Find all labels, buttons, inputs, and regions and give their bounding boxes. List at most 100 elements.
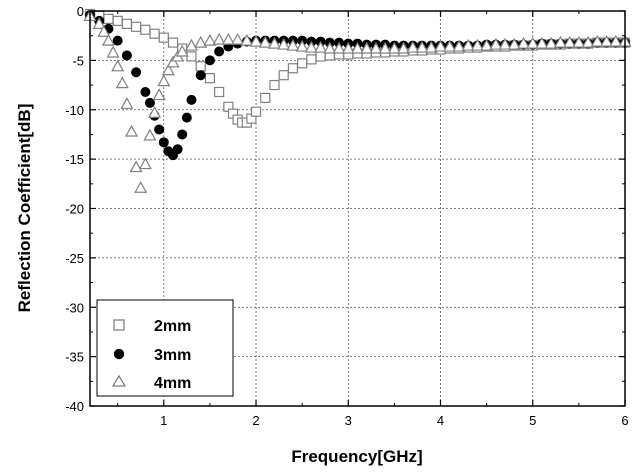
data-point-4mm (249, 34, 263, 47)
y-tick-label: -5 (72, 53, 84, 68)
data-point-4mm (148, 105, 162, 118)
data-point-4mm (138, 157, 152, 170)
data-point-4mm (507, 37, 521, 50)
open-triangle-icon (111, 374, 127, 387)
data-point-4mm (480, 38, 494, 51)
data-point-4mm (129, 160, 143, 173)
data-point-4mm (387, 41, 401, 54)
data-point-3mm (144, 97, 155, 108)
data-point-4mm (295, 39, 309, 52)
data-point-2mm (297, 58, 308, 69)
data-point-2mm (306, 54, 317, 65)
data-point-4mm (378, 41, 392, 54)
data-point-4mm (221, 32, 235, 45)
data-point-3mm (154, 124, 165, 135)
x-axis-title: Frequency[GHz] (291, 447, 422, 466)
data-point-4mm (434, 39, 448, 52)
x-tick-label: 3 (345, 413, 352, 428)
data-point-3mm (158, 137, 169, 148)
legend-label-3mm: 3mm (154, 347, 191, 364)
data-point-3mm (131, 67, 142, 78)
y-tick-label: -25 (65, 251, 84, 266)
axis-ticks (90, 10, 626, 407)
data-point-4mm (590, 34, 604, 47)
data-point-3mm (177, 129, 188, 140)
data-point-4mm (314, 40, 328, 53)
data-point-4mm (106, 45, 120, 58)
data-point-4mm (304, 40, 318, 53)
data-point-4mm (526, 36, 540, 49)
y-tick-label: -35 (65, 350, 84, 365)
data-point-4mm (544, 36, 558, 49)
data-point-4mm (360, 41, 374, 54)
y-axis-title: Reflection Coefficient[dB] (15, 104, 34, 313)
data-point-2mm (204, 73, 216, 84)
legend-item-2mm: 2mm (113, 318, 191, 335)
data-point-2mm (112, 15, 123, 26)
data-point-2mm (269, 79, 280, 91)
data-point-2mm (278, 70, 289, 81)
data-point-4mm (286, 38, 300, 51)
data-point-4mm (581, 35, 595, 48)
data-point-4mm (240, 33, 254, 46)
data-point-4mm (535, 36, 549, 49)
data-point-4mm (572, 35, 586, 48)
data-point-3mm (121, 50, 132, 61)
data-point-4mm (489, 37, 503, 50)
data-point-4mm (184, 38, 198, 51)
data-point-4mm (424, 40, 438, 53)
data-point-3mm (140, 86, 151, 97)
data-point-4mm (517, 36, 531, 49)
data-point-4mm (369, 41, 383, 54)
data-point-3mm (112, 35, 123, 46)
data-point-3mm (186, 94, 197, 105)
data-point-4mm (175, 44, 189, 57)
tick-labels: 1 2 3 4 5 6 0 -5 -10 -15 -20 -25 -30 -35 -40 (65, 4, 628, 428)
x-tick-label: 4 (437, 413, 444, 428)
data-point-2mm (195, 61, 206, 72)
x-tick-label: 2 (252, 413, 259, 428)
legend-label-4mm: 4mm (154, 375, 191, 392)
x-tick-label: 6 (621, 413, 628, 428)
data-point-2mm (214, 86, 225, 98)
data-point-4mm (350, 41, 365, 54)
data-point-4mm (397, 41, 411, 54)
grid (90, 11, 625, 406)
data-point-4mm (212, 32, 226, 45)
legend: 2mm 3mm 4mm (96, 299, 234, 397)
data-point-4mm (166, 55, 180, 68)
data-point-3mm (172, 144, 183, 155)
y-tick-label: -10 (65, 103, 84, 118)
data-point-4mm (101, 33, 115, 46)
data-point-3mm (204, 55, 215, 66)
open-square-icon (113, 319, 125, 331)
filled-circle-icon (113, 348, 125, 360)
data-point-4mm (134, 181, 148, 193)
data-point-4mm (563, 35, 577, 48)
y-tick-label: 0 (77, 4, 84, 19)
series-4mm (83, 9, 632, 193)
data-point-2mm (103, 13, 114, 24)
data-point-2mm (131, 21, 142, 32)
data-point-4mm (92, 17, 106, 29)
data-point-4mm (143, 128, 157, 141)
data-point-4mm (341, 41, 355, 54)
data-point-2mm (167, 37, 179, 48)
series-layer (83, 8, 632, 193)
data-point-2mm (250, 106, 262, 117)
data-point-2mm (121, 18, 132, 29)
data-point-2mm (260, 92, 271, 104)
y-tick-label: -15 (65, 152, 84, 167)
data-point-4mm (553, 35, 567, 48)
data-point-4mm (231, 32, 245, 45)
data-point-4mm (203, 33, 217, 46)
data-point-2mm (158, 32, 169, 43)
data-point-3mm (181, 112, 192, 123)
data-point-2mm (287, 63, 299, 74)
data-point-4mm (115, 76, 129, 89)
data-point-4mm (277, 37, 291, 50)
data-point-4mm (124, 124, 139, 137)
data-point-4mm (470, 38, 484, 51)
legend-item-3mm: 3mm (113, 347, 191, 364)
